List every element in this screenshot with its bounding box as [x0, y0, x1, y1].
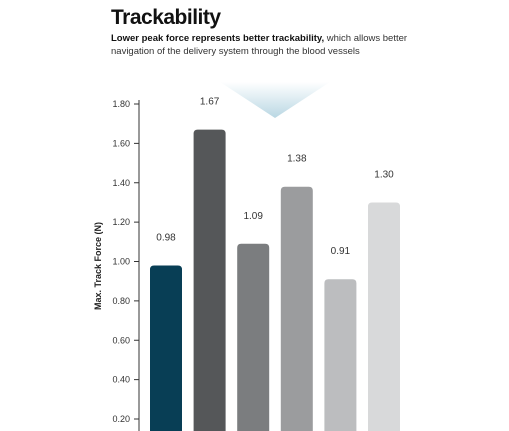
chart-title: Trackability [111, 6, 221, 29]
bar-value-label: 1.09 [243, 211, 263, 222]
bar [324, 279, 357, 431]
bar [150, 265, 182, 431]
y-tick-label: 1.40 [112, 178, 130, 188]
bar-value-label: 1.30 [374, 169, 394, 180]
y-tick-label: 1.60 [112, 138, 130, 148]
bar [193, 129, 226, 431]
bars: 0.98 1.67 1.09 1.38 0.91 1.30 [150, 97, 400, 431]
bar [368, 202, 400, 431]
y-tick-label: 0.40 [112, 375, 130, 385]
subtitle-bold: Lower peak force represents better track… [111, 33, 325, 44]
bar [280, 186, 313, 431]
chart-subtitle: Lower peak force represents better track… [111, 32, 411, 58]
subtitle-rest: which allows better navigation of the de… [111, 33, 408, 57]
y-tick-label: 1.00 [112, 257, 130, 267]
bar-value-label: 0.98 [156, 232, 176, 243]
y-tick-label: 0.60 [112, 335, 130, 345]
y-tick-label: 1.80 [112, 99, 130, 109]
bar-value-label: 1.67 [200, 97, 220, 108]
y-axis-title: Max. Track Force (N) [93, 222, 103, 310]
y-tick-label: 0.80 [112, 296, 130, 306]
bar [237, 243, 270, 431]
bar-value-label: 0.91 [331, 246, 351, 257]
y-ticks: 0.20 0.40 0.60 0.80 1.00 1.20 1.40 1.60 1.80 [112, 99, 139, 424]
y-tick-label: 0.20 [112, 414, 130, 424]
decorative-arrow-icon [220, 82, 330, 118]
y-tick-label: 1.20 [112, 217, 130, 227]
bar-value-label: 1.38 [287, 154, 307, 165]
